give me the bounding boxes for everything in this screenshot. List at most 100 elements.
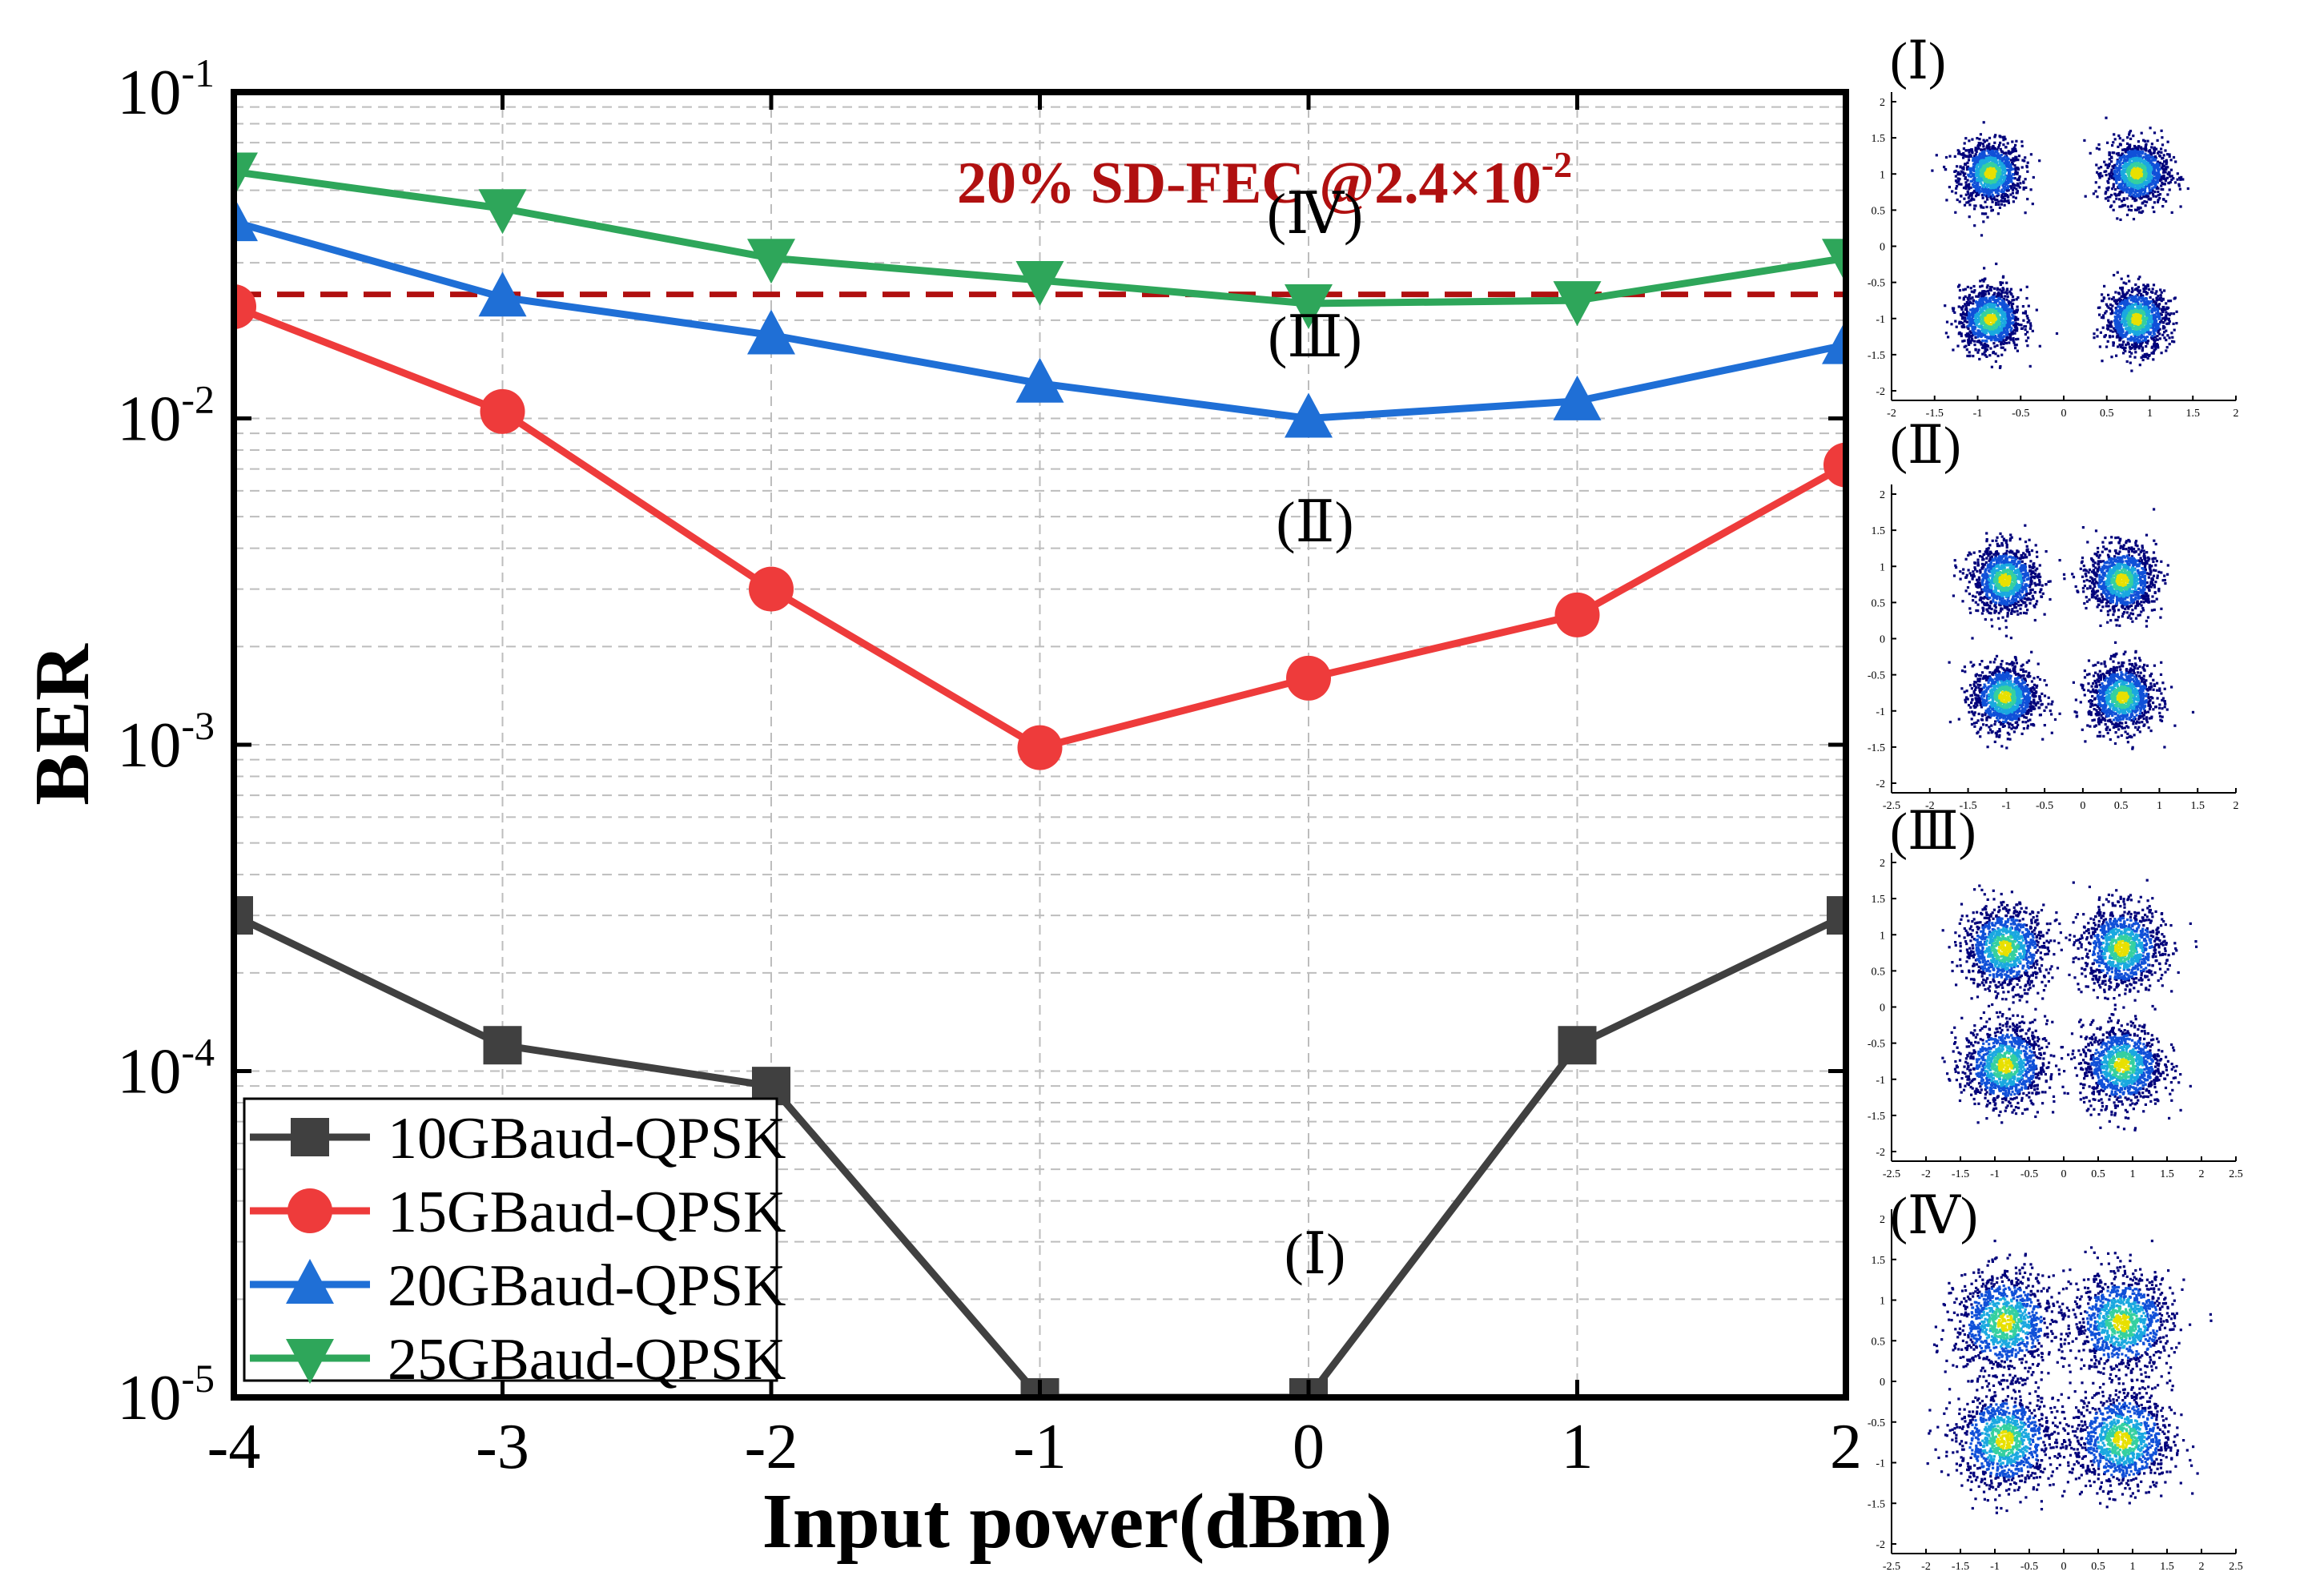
scatter-point [2004,291,2007,294]
scatter-point [2115,167,2118,170]
scatter-point [2002,539,2005,542]
scatter-point [1979,571,1982,574]
scatter-point [1992,175,1995,179]
scatter-point [2159,288,2162,291]
scatter-point [1968,351,1971,354]
inset-x-tick-label: 1 [2147,408,2153,420]
scatter-point [2157,151,2160,155]
scatter-point [2018,537,2022,541]
legend-entry: 20GBaud-QPSK [388,1253,786,1319]
scatter-point [2179,178,2182,181]
scatter-point [2015,338,2018,341]
scatter-point [1976,137,1979,140]
scatter-point [2007,201,2010,204]
scatter-point [1993,609,1996,612]
scatter-point [1969,155,1972,158]
scatter-point [2180,175,2183,179]
scatter-point [2000,303,2003,306]
scatter-point [2134,188,2137,191]
scatter-point [2026,198,2029,201]
scatter-point [2118,137,2121,140]
scatter-point [2163,183,2166,186]
scatter-point [2121,344,2124,347]
scatter-point [2001,135,2004,139]
scatter-point [2004,192,2007,195]
scatter-point [2006,292,2009,295]
scatter-point [2009,533,2012,537]
scatter-point [1996,617,2000,620]
scatter-point [2020,604,2023,607]
scatter-point [1982,565,1985,569]
scatter-point [2146,192,2149,195]
scatter-point [1967,569,1970,572]
scatter-point [2029,188,2032,191]
scatter-point [2118,164,2121,167]
scatter-point [2120,158,2123,161]
scatter-point [2102,316,2105,320]
scatter-point [1997,189,2000,192]
scatter-point [2120,166,2123,169]
scatter-point [2004,634,2008,637]
scatter-point [1976,192,1980,195]
scatter-point [2004,155,2008,158]
scatter-point [2119,218,2122,221]
scatter-point [2154,156,2157,159]
scatter-point [2114,291,2117,294]
scatter-point [2162,325,2165,328]
scatter-point [1955,566,1958,569]
scatter-point [1994,150,1997,153]
scatter-point [2020,327,2024,330]
scatter-point [2004,146,2008,149]
scatter-point [2137,151,2140,154]
scatter-point [1970,194,1973,197]
scatter-point [1988,170,1992,173]
scatter-point [2165,349,2168,352]
scatter-point [1964,176,1967,179]
scatter-point [2128,152,2131,155]
scatter-point [2112,176,2115,179]
scatter-point [1982,139,1985,142]
scatter-point [2138,211,2141,214]
scatter-point [2126,341,2129,344]
scatter-point [2131,197,2134,200]
scatter-point [1983,167,1986,170]
scatter-point [2007,185,2010,188]
scatter-point [2163,160,2166,163]
scatter-point [1981,606,1984,609]
scatter-point [1984,170,1987,173]
inset-x-tick-label: 1 [2157,800,2162,812]
scatter-point [2110,176,2113,179]
scatter-point [2022,187,2025,191]
scatter-point [2125,360,2129,364]
scatter-point [2158,337,2161,340]
scatter-point [1975,157,1978,160]
scatter-point [1984,340,1988,343]
scatter-point [1979,555,1982,558]
scatter-point [2121,180,2125,183]
scatter-point [1988,188,1991,191]
scatter-point [2000,188,2004,191]
scatter-point [2101,326,2105,329]
scatter-point [1964,187,1968,190]
scatter-point [2121,186,2124,189]
data-point [480,388,525,434]
scatter-point [1993,141,1996,144]
scatter-point [1974,204,1977,207]
scatter-point [1993,163,1997,167]
inset-x-tick-label: 0 [2080,800,2085,812]
scatter-point [2125,187,2129,190]
series-15GBaud-QPSK [234,283,1846,770]
scatter-point [2171,340,2174,343]
scatter-point [2115,354,2118,357]
x-tick-label: -3 [476,1412,529,1482]
scatter-point [1999,162,2002,165]
scatter-point [1976,189,1979,192]
y-tick-label: 10-1 [117,50,215,128]
scatter-point [2029,560,2032,563]
scatter-point [2129,130,2133,133]
scatter-point [2137,277,2140,280]
scatter-point [1974,178,1977,181]
scatter-point [2141,151,2145,154]
scatter-point [2106,179,2109,183]
scatter-point [1972,599,1975,602]
